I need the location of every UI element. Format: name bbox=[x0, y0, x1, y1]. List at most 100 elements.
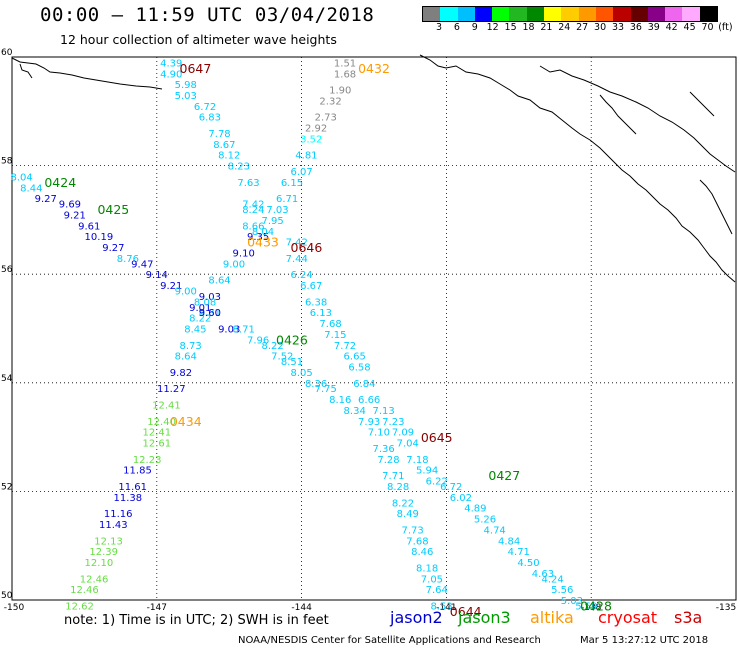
wave-height-value: 6.84 bbox=[353, 379, 375, 390]
colorbar-label: 3 bbox=[435, 22, 443, 33]
wave-height-value: 10.19 bbox=[85, 232, 114, 243]
wave-height-value: 6.02 bbox=[450, 493, 472, 504]
wave-height-value: 8.24 bbox=[242, 205, 264, 216]
colorbar-label: 70 bbox=[701, 22, 714, 33]
wave-height-colorbar bbox=[422, 6, 719, 22]
wave-height-value: 3.52 bbox=[300, 134, 322, 145]
wave-height-value: 5.03 bbox=[561, 596, 583, 607]
colorbar-label: 21 bbox=[540, 22, 553, 33]
colorbar-label: 45 bbox=[683, 22, 696, 33]
wave-height-value: 8.31 bbox=[199, 308, 221, 319]
lon-tick-label: -135 bbox=[716, 603, 736, 613]
wave-height-value: 8.23 bbox=[228, 162, 250, 173]
colorbar-label: 30 bbox=[594, 22, 607, 33]
wave-height-value: 8.76 bbox=[117, 254, 139, 265]
satellite-legend-s3a: s3a bbox=[674, 608, 703, 627]
wave-height-value: 12.40 bbox=[147, 417, 176, 428]
map-subtitle: 12 hour collection of altimeter wave hei… bbox=[60, 32, 337, 47]
satellite-legend-jason3: jason3 bbox=[458, 608, 511, 627]
wave-height-value: 7.44 bbox=[286, 254, 308, 265]
lat-tick-label: 52 bbox=[1, 482, 12, 492]
generated-timestamp: Mar 5 13:27:12 UTC 2018 bbox=[580, 635, 709, 646]
wave-height-value: 9.35 bbox=[247, 232, 269, 243]
wave-height-value: 9.27 bbox=[102, 243, 124, 254]
wave-height-value: 5.03 bbox=[175, 91, 197, 102]
wave-height-value: 9.01 bbox=[189, 303, 211, 314]
wave-height-value: 11.27 bbox=[157, 384, 186, 395]
colorbar-label: 18 bbox=[522, 22, 535, 33]
pass-time-label: 0432 bbox=[358, 61, 390, 76]
wave-height-value: 6.24 bbox=[290, 270, 312, 281]
colorbar-swatch bbox=[630, 7, 648, 21]
wave-height-value: 2.92 bbox=[305, 124, 327, 135]
wave-height-value: 9.47 bbox=[131, 259, 153, 270]
colorbar-swatch bbox=[474, 7, 493, 21]
colorbar-label: 12 bbox=[486, 22, 499, 33]
wave-height-value: 12.23 bbox=[133, 455, 162, 466]
colorbar-labels: 3 6 9 12 15 18 21 24 27 30 33 36 39 42 45 70 (ft) bbox=[422, 22, 733, 34]
wave-height-value: 8.64 bbox=[175, 352, 197, 363]
colorbar-swatch bbox=[492, 7, 510, 21]
wave-height-value: 8.16 bbox=[329, 395, 351, 406]
wave-height-value: 11.38 bbox=[114, 493, 143, 504]
wave-height-value: 7.73 bbox=[401, 525, 423, 536]
wave-height-value: 7.23 bbox=[382, 417, 404, 428]
pass-time-labels: 0647 0432 0424 0425 0433 0646 0426 0434 0645 0427… bbox=[44, 61, 612, 619]
wave-height-value: 4.50 bbox=[517, 558, 539, 569]
wave-height-value: 9.00 bbox=[175, 286, 197, 297]
wave-height-value: 7.71 bbox=[382, 471, 404, 482]
wave-height-value: 7.05 bbox=[421, 574, 443, 585]
wave-height-value: 6.07 bbox=[290, 167, 312, 178]
wave-height-value: 6.72 bbox=[194, 102, 216, 113]
wave-height-value: 8.04 bbox=[252, 227, 274, 238]
wave-height-value: 9.27 bbox=[35, 194, 57, 205]
wave-height-value: 11.16 bbox=[104, 509, 133, 520]
lon-tick-label: -138 bbox=[581, 603, 602, 613]
wave-height-value: 6.13 bbox=[310, 308, 332, 319]
wave-height-value: 5.98 bbox=[175, 80, 197, 91]
wave-height-value: 7.68 bbox=[319, 319, 341, 330]
wave-height-value: 6.15 bbox=[281, 178, 303, 189]
wave-height-value: 9.21 bbox=[160, 281, 182, 292]
map-frame bbox=[11, 56, 737, 601]
wave-height-value: 5.26 bbox=[474, 515, 496, 526]
colorbar-swatch bbox=[595, 7, 614, 21]
colorbar-swatch bbox=[682, 7, 700, 21]
pass-time-label: 0644 bbox=[450, 604, 482, 619]
wave-height-value: 7.52 bbox=[271, 352, 293, 363]
wave-height-value: 4.24 bbox=[541, 574, 563, 585]
wave-height-value: 12.41 bbox=[142, 428, 171, 439]
wave-height-value: 7.68 bbox=[406, 536, 428, 547]
wave-height-value: 2.32 bbox=[319, 96, 341, 107]
colorbar-label: 6 bbox=[453, 22, 460, 33]
colorbar-swatch bbox=[526, 7, 545, 21]
wave-height-value: 6.71 bbox=[276, 194, 298, 205]
wave-height-value: 7.78 bbox=[208, 129, 230, 140]
wave-height-value: 5.56 bbox=[551, 585, 573, 596]
wave-height-value: 1.51 bbox=[334, 58, 356, 69]
colorbar-swatch bbox=[544, 7, 562, 21]
wave-height-value: 6.38 bbox=[305, 297, 327, 308]
wave-height-value: 9.10 bbox=[233, 248, 255, 259]
wave-height-value: 1.90 bbox=[329, 86, 351, 97]
wave-height-value: 7.36 bbox=[373, 444, 395, 455]
wave-height-value: 8.53 bbox=[430, 601, 452, 612]
lat-tick-label: 58 bbox=[1, 157, 13, 167]
colorbar-swatch bbox=[613, 7, 631, 21]
pass-time-label: 0647 bbox=[180, 61, 212, 76]
wave-height-value: 8.22 bbox=[189, 314, 211, 325]
lat-tick-label: 60 bbox=[1, 48, 13, 58]
colorbar-label: 15 bbox=[504, 22, 517, 33]
colorbar-swatch bbox=[665, 7, 683, 21]
wave-height-value: 1.68 bbox=[334, 69, 356, 80]
wave-height-value: 7.03 bbox=[266, 205, 288, 216]
wave-height-value: 7.42 bbox=[286, 238, 308, 249]
satellite-legend-altika: altika bbox=[530, 608, 574, 627]
wave-height-value: 8.28 bbox=[387, 482, 409, 493]
wave-height-value: 8.44 bbox=[20, 183, 42, 194]
wave-height-value: 8.34 bbox=[344, 406, 366, 417]
colorbar-swatch bbox=[561, 7, 579, 21]
colorbar-label: 36 bbox=[629, 22, 642, 33]
pass-time-label: 0428 bbox=[580, 598, 612, 613]
wave-height-value: 8.73 bbox=[179, 341, 201, 352]
